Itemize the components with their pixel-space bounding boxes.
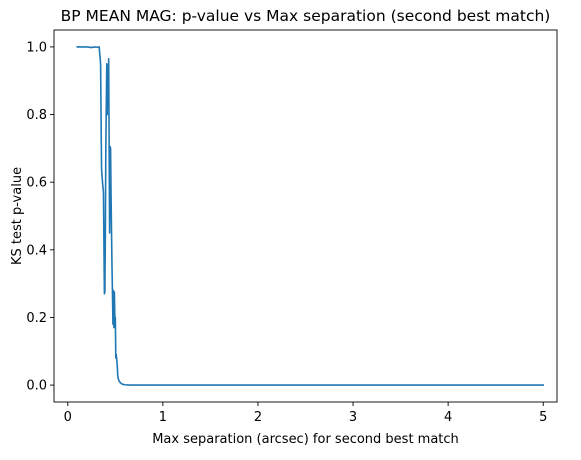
y-tick-label: 0.2 <box>26 311 47 326</box>
x-tick-label: 5 <box>539 410 547 425</box>
y-axis-label: KS test p-value <box>10 167 25 265</box>
plot-area <box>53 29 558 403</box>
y-tick-label: 0.8 <box>26 108 47 123</box>
y-tick-label: 0.0 <box>26 379 47 394</box>
series-line-1 <box>76 46 545 386</box>
x-tick-label: 1 <box>159 410 167 425</box>
y-tick-label: 0.4 <box>26 243 47 258</box>
y-tick-label: 0.6 <box>26 176 47 191</box>
x-axis-label: Max separation (arcsec) for second best … <box>152 432 459 447</box>
y-tick-label: 1.0 <box>26 40 47 55</box>
x-tick-label: 3 <box>349 410 357 425</box>
chart-title: BP MEAN MAG: p-value vs Max separation (… <box>61 7 551 25</box>
x-tick-label: 2 <box>254 410 262 425</box>
x-axis-ticks: 0 1 2 3 4 5 <box>64 402 547 425</box>
x-tick-label: 0 <box>64 410 72 425</box>
y-axis-ticks: 0.0 0.2 0.4 0.6 0.8 1.0 <box>26 40 54 394</box>
x-tick-label: 4 <box>444 410 452 425</box>
plot-frame <box>53 29 558 403</box>
